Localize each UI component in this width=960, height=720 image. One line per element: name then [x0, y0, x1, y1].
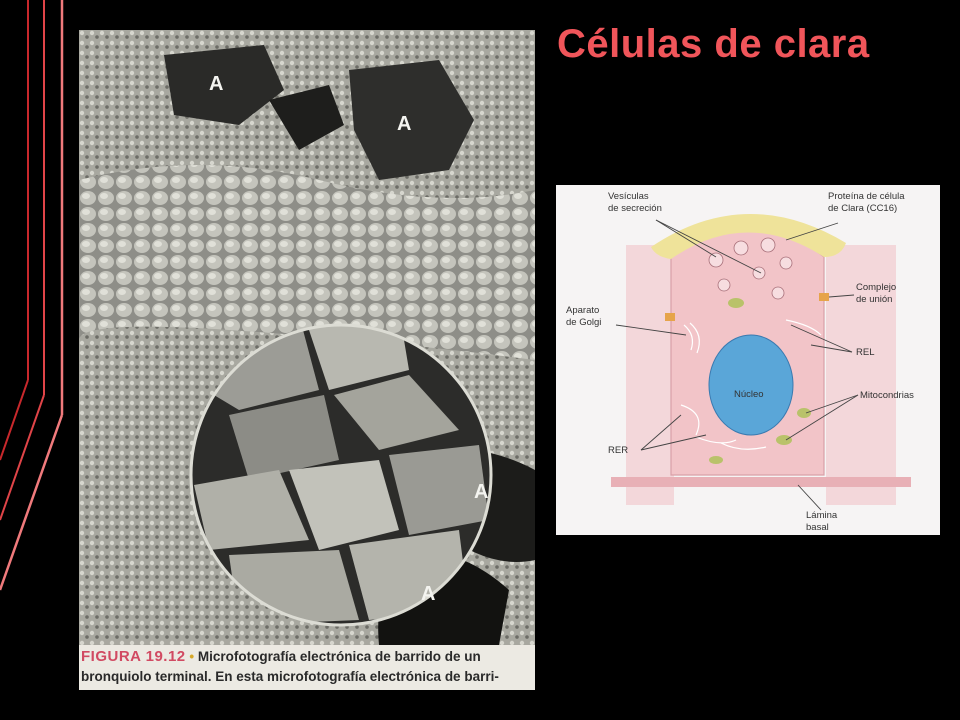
label-nucleus: Núcleo	[734, 389, 764, 400]
caption-bullet: •	[189, 649, 195, 664]
label-golgi-2: de Golgi	[566, 317, 601, 328]
airspace-label: A	[474, 481, 488, 503]
club-cell-diagram: Vesículas de secreción Proteína de célul…	[556, 185, 940, 535]
label-rel: REL	[856, 347, 874, 358]
caption-line-2: bronquiolo terminal. En esta microfotogr…	[81, 669, 499, 684]
club-cell-illustration: Vesículas de secreción Proteína de célul…	[566, 191, 914, 533]
label-basal-lamina-1: Lámina	[806, 510, 838, 521]
slide-decoration-lines	[0, 0, 64, 591]
label-vesicles-1: Vesículas	[608, 191, 649, 202]
label-junction-2: de unión	[856, 294, 892, 305]
caption-line-1: Microfotografía electrónica de barrido d…	[197, 649, 481, 664]
airspace-label: A	[397, 113, 411, 135]
label-mitochondria: Mitocondrias	[860, 390, 914, 401]
sem-micrograph: A A A A FIGURA 19.12 • Microfotografía e…	[79, 30, 535, 690]
airspace-label: A	[421, 583, 435, 605]
label-golgi-1: Aparato	[566, 305, 599, 316]
label-cc16-2: de Clara (CC16)	[828, 203, 897, 214]
label-rer: RER	[608, 445, 628, 456]
label-basal-lamina-2: basal	[806, 522, 829, 533]
label-junction-1: Complejo	[856, 282, 896, 293]
label-vesicles-2: de secreción	[608, 203, 662, 214]
figure-number: FIGURA 19.12	[81, 648, 186, 665]
figure-caption: FIGURA 19.12 • Microfotografía electróni…	[79, 645, 535, 690]
label-cc16-1: Proteína de célula	[828, 191, 905, 202]
sem-micrograph-image: A A A A	[79, 30, 535, 645]
slide-title: Células de clara	[557, 22, 870, 66]
airspace-label: A	[209, 73, 223, 95]
